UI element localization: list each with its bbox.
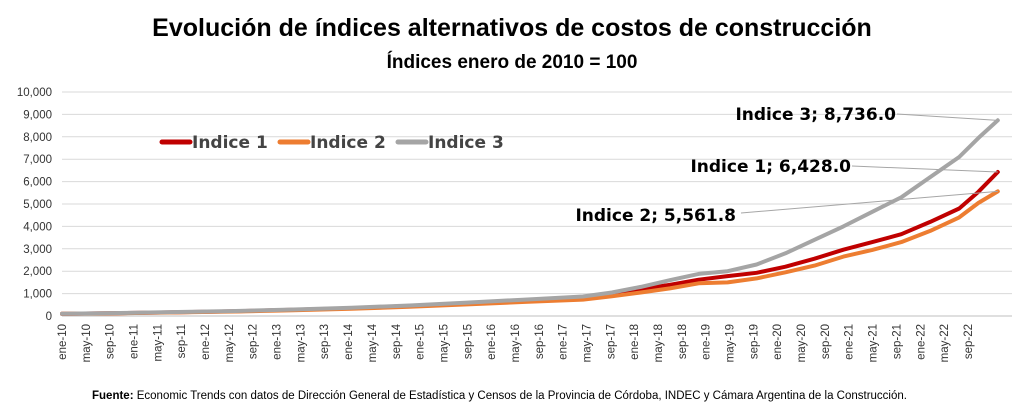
x-tick-label: sep-11 [176, 324, 188, 358]
x-tick-label: ene-12 [200, 324, 212, 360]
y-tick-label: 10,000 [17, 87, 52, 99]
x-tick-label: may-19 [725, 324, 737, 362]
x-tick-label: may-14 [367, 323, 379, 362]
x-tick-label: may-15 [438, 324, 450, 362]
x-tick-label: ene-22 [915, 324, 927, 360]
y-tick-label: 0 [46, 311, 52, 323]
source-text: Economic Trends con datos de Dirección G… [133, 390, 907, 402]
x-tick-label: sep-13 [319, 324, 331, 359]
y-axis: 0 1,000 2,000 3,000 4,000 5,000 6,000 7,000 8,00… [17, 87, 52, 323]
legend: Indice 1 Indice 2 Indice 3 [159, 133, 504, 153]
y-tick-label: 3,000 [23, 244, 52, 256]
x-tick-label: sep-17 [605, 324, 617, 359]
callout-label: Indice 1; 6,428.0 [690, 157, 851, 177]
callout-leader [851, 165, 998, 173]
x-tick-label: sep-16 [534, 324, 546, 359]
x-tick-label: sep-21 [891, 324, 903, 359]
source-label: Fuente: [92, 390, 134, 402]
x-tick-label: may-16 [510, 324, 522, 362]
callout-label: Indice 3; 8,736.0 [735, 105, 896, 125]
legend-label: Indice 2 [310, 133, 386, 153]
grid [62, 91, 1012, 317]
data-callouts: Indice 3; 8,736.0 Indice 1; 6,428.0 Indice… [575, 105, 998, 226]
x-tick-label: ene-13 [272, 324, 284, 360]
series-line-indice-1 [60, 170, 1000, 316]
legend-label: Indice 3 [428, 133, 504, 153]
x-tick-label: sep-22 [963, 324, 975, 359]
chart-subtitle: Índices enero de 2010 = 100 [387, 51, 638, 73]
x-tick-label: may-10 [81, 324, 93, 362]
x-tick-label: ene-18 [629, 324, 641, 360]
x-tick-label: sep-15 [462, 324, 474, 359]
y-tick-label: 5,000 [23, 199, 52, 211]
y-tick-label: 2,000 [23, 266, 52, 278]
x-tick-label: sep-14 [391, 323, 403, 359]
x-tick-label: ene-17 [558, 324, 570, 360]
y-tick-label: 1,000 [23, 289, 52, 301]
legend-label: Indice 1 [192, 133, 268, 153]
x-tick-label: may-12 [224, 324, 236, 362]
x-tick-label: may-20 [796, 324, 808, 362]
x-tick-label: may-21 [868, 324, 880, 362]
source-note: Fuente: Economic Trends con datos de Dir… [92, 390, 907, 402]
y-tick-label: 9,000 [23, 109, 52, 121]
x-axis: ene-10 may-10 sep-10 ene-11 may-11 sep-11 ene-… [57, 323, 975, 362]
chart-title: Evolución de índices alternativos de cos… [152, 14, 872, 42]
x-tick-label: may-17 [581, 324, 593, 362]
y-tick-label: 8,000 [23, 132, 52, 144]
x-tick-label: ene-21 [844, 324, 856, 360]
x-tick-label: ene-15 [415, 324, 427, 360]
x-tick-label: sep-19 [748, 324, 760, 359]
y-tick-label: 7,000 [23, 154, 52, 166]
x-tick-label: may-11 [152, 324, 164, 362]
x-tick-label: ene-19 [701, 324, 713, 360]
x-tick-label: ene-11 [129, 324, 141, 359]
x-tick-label: may-13 [295, 324, 307, 362]
x-tick-label: sep-20 [820, 324, 832, 359]
x-tick-label: sep-18 [677, 324, 689, 359]
series-line-indice-3 [60, 118, 1000, 316]
callout-leader [896, 113, 998, 121]
x-tick-label: ene-16 [486, 324, 498, 360]
x-tick-label: may-22 [939, 324, 951, 362]
x-tick-label: ene-10 [57, 324, 69, 360]
callout-leader [740, 190, 998, 214]
y-tick-label: 6,000 [23, 177, 52, 189]
x-tick-label: sep-12 [248, 324, 260, 359]
x-tick-label: sep-10 [105, 324, 117, 359]
x-tick-label: ene-20 [772, 324, 784, 360]
y-tick-label: 4,000 [23, 221, 52, 233]
callout-label: Indice 2; 5,561.8 [575, 206, 736, 226]
series-lines [60, 118, 1000, 316]
x-tick-label: may-18 [653, 324, 665, 362]
series-line-indice-2 [60, 189, 1000, 316]
x-tick-label: ene-14 [343, 323, 355, 359]
